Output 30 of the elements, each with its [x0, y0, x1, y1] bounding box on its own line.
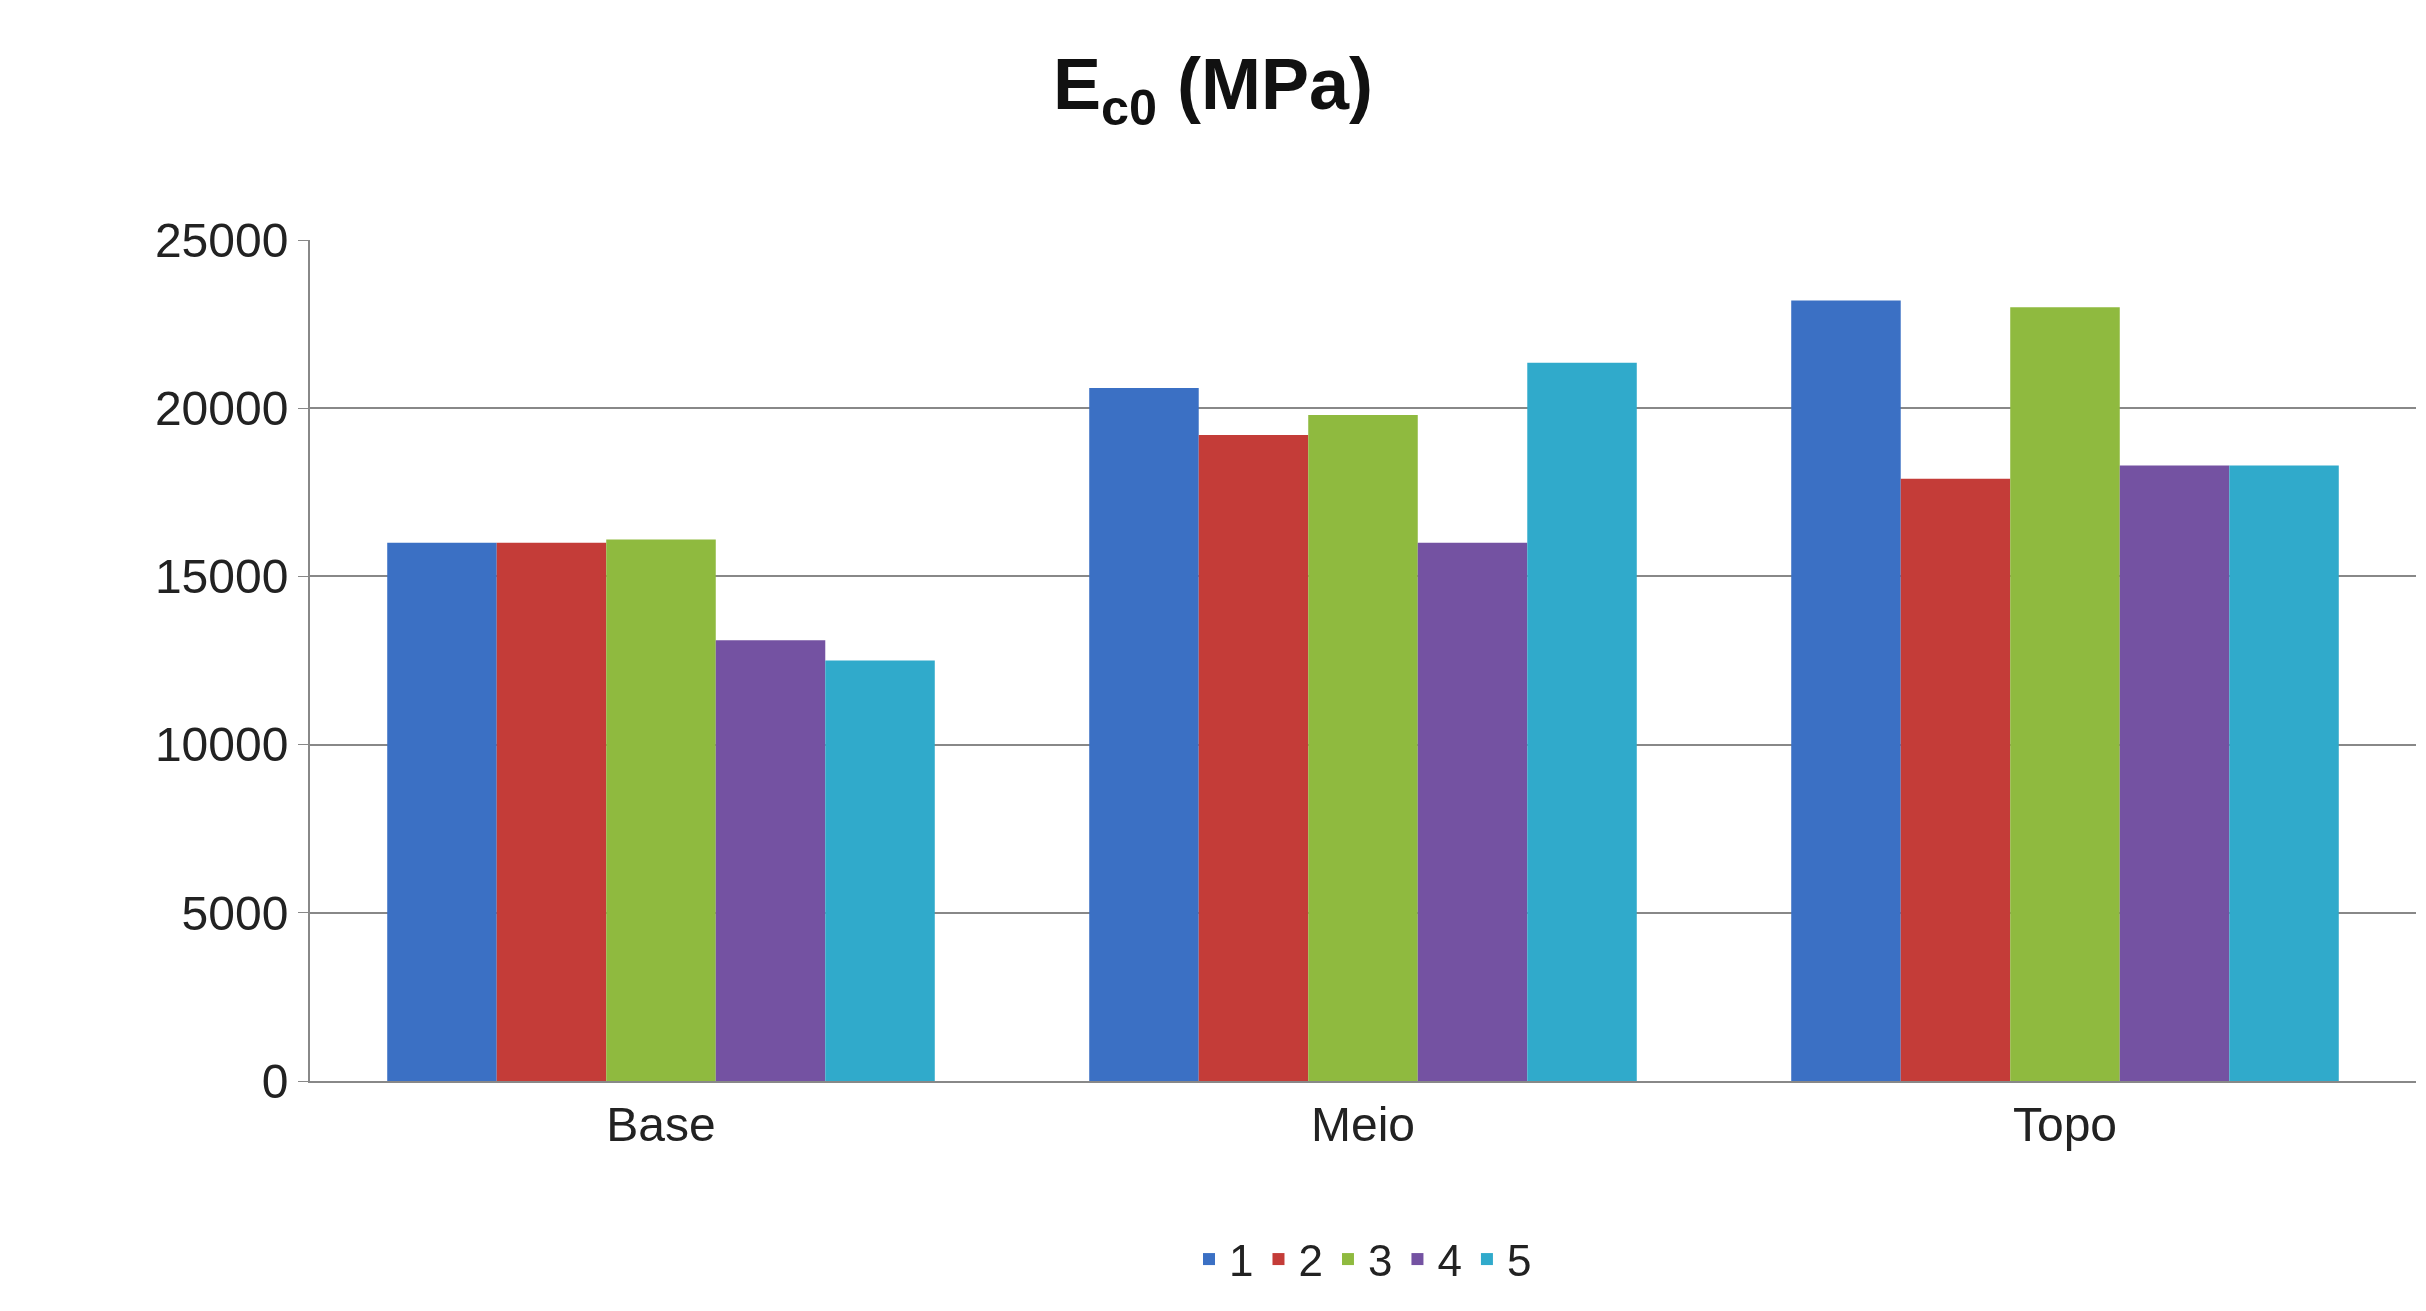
bar [1417, 542, 1528, 1081]
y-tick-label: 20000 [154, 382, 289, 435]
bar [1527, 362, 1637, 1081]
bar [606, 539, 716, 1081]
bar [1308, 414, 1418, 1081]
chart-title: E$_{c0}$ (MPa) [1052, 44, 1374, 136]
legend-label: 1 [1229, 1236, 1254, 1286]
legend-label: 4 [1437, 1236, 1462, 1286]
x-tick-label: Meio [1310, 1097, 1416, 1151]
y-tick-label: 0 [261, 1054, 289, 1108]
bar [1198, 435, 1309, 1081]
x-tick-label: Base [606, 1097, 716, 1151]
bar [2229, 465, 2339, 1081]
y-tick-label: 5000 [181, 886, 289, 940]
legend-label: 2 [1298, 1236, 1323, 1286]
legend-label: 5 [1506, 1236, 1532, 1286]
x-tick-label: Topo [2012, 1097, 2118, 1151]
legend-label: 3 [1367, 1236, 1393, 1286]
y-tick-label: 10000 [154, 718, 289, 772]
bar [387, 542, 497, 1081]
y-tick-label: 25000 [154, 213, 289, 267]
bar [1791, 300, 1901, 1081]
bar [1089, 388, 1199, 1081]
bar [715, 640, 826, 1081]
y-tick-label: 15000 [154, 550, 289, 604]
bar [825, 660, 935, 1081]
bar [2010, 307, 2120, 1081]
bar [1900, 478, 2011, 1081]
bar [496, 542, 607, 1081]
bar [2119, 465, 2230, 1081]
